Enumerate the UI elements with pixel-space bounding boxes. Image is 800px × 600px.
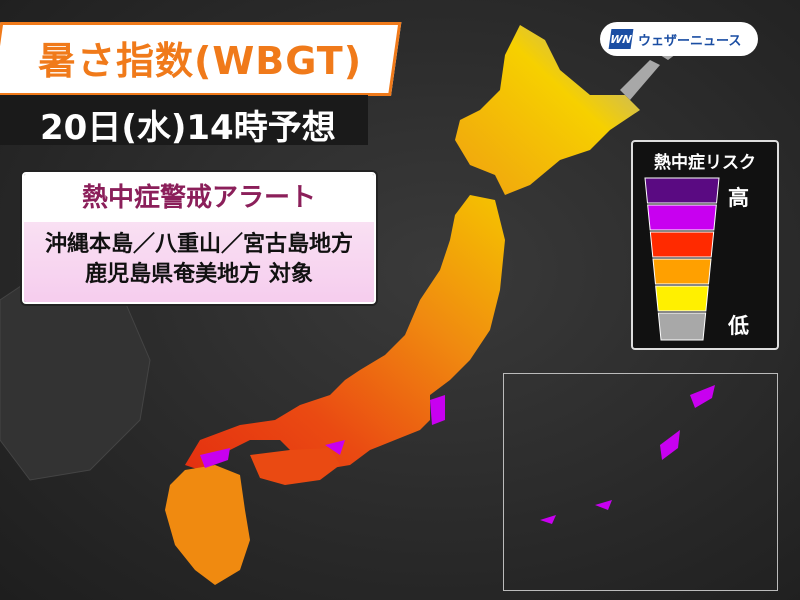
kyushu [165, 465, 250, 585]
alert-line: 沖縄本島／八重山／宮古島地方 [44, 232, 353, 257]
legend-level-5 [655, 285, 709, 312]
legend-scale [644, 177, 720, 341]
page-title: 暑さ指数(WBGT) [38, 39, 363, 83]
honshu [185, 195, 505, 470]
legend-level-4 [652, 258, 712, 285]
risk-legend: 熱中症リスク 高 低 [631, 140, 779, 350]
weathernews-logo: WN ウェザーニュース [600, 22, 758, 56]
alert-line: 鹿児島県奄美地方 対象 [85, 262, 313, 287]
legend-high-label: 高 [728, 186, 749, 210]
alert-heading: 熱中症警戒アラート [24, 174, 374, 222]
logo-text: ウェザーニュース [638, 33, 742, 49]
subtitle-bar [0, 95, 368, 145]
legend-title: 熱中症リスク [654, 153, 756, 173]
forecast-time: 20日(水)14時予想 [40, 108, 336, 148]
wn-logo-icon: WN [608, 29, 634, 49]
okinawa-islands [540, 385, 715, 524]
legend-low-label: 低 [728, 314, 749, 338]
hokkaido [455, 25, 640, 195]
legend-level-1 [644, 177, 720, 204]
heatstroke-alert-box: 熱中症警戒アラート 沖縄本島／八重山／宮古島地方 鹿児島県奄美地方 対象 [22, 172, 376, 304]
legend-level-6 [657, 312, 707, 341]
alert-body: 沖縄本島／八重山／宮古島地方 鹿児島県奄美地方 対象 [24, 222, 374, 302]
legend-level-3 [649, 231, 715, 258]
heat-hotspots [200, 395, 445, 468]
legend-level-2 [647, 204, 717, 231]
okinawa-inset-frame [503, 373, 778, 591]
shikoku [250, 448, 340, 485]
